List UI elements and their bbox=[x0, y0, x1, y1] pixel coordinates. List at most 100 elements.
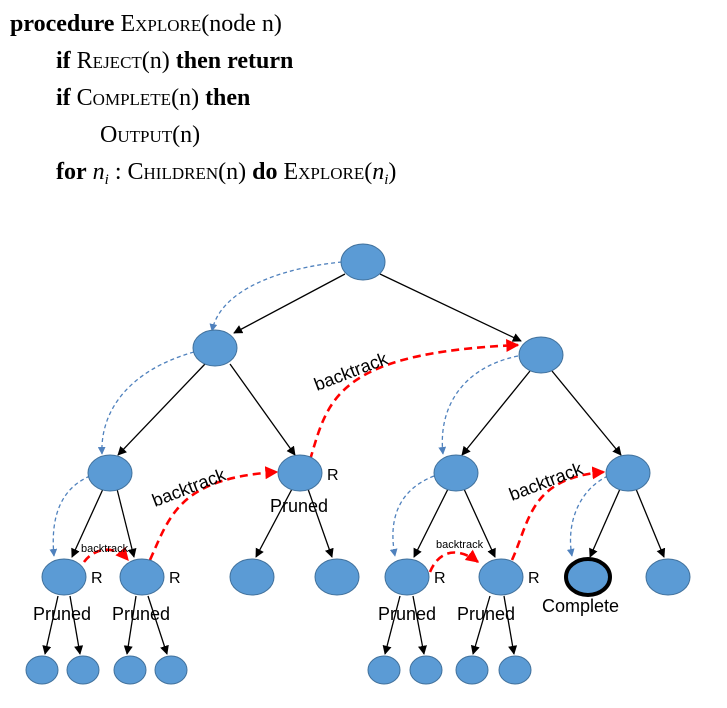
output-arg: (n) bbox=[172, 122, 201, 148]
pruned-label-llb: Pruned bbox=[112, 604, 170, 624]
edge-rl-a bbox=[413, 488, 449, 558]
edge-r-rl bbox=[461, 370, 531, 456]
edge-llb-1 bbox=[123, 595, 137, 655]
fn-explore: Explore bbox=[120, 11, 202, 37]
dfs-arrow-ll-lla bbox=[49, 475, 91, 557]
fn-complete: Complete bbox=[76, 85, 172, 111]
pruned-label-rla: Pruned bbox=[378, 604, 436, 624]
keyword-for: for bbox=[56, 159, 87, 185]
edge-rlb-2 bbox=[503, 595, 518, 655]
node-r bbox=[518, 336, 564, 374]
edge-root-l bbox=[233, 273, 346, 334]
keyword-then-return: then return bbox=[175, 48, 294, 74]
fn-explore-call: Explore bbox=[283, 159, 365, 185]
keyword-do: do bbox=[252, 159, 278, 185]
var-n: n bbox=[92, 159, 105, 185]
node-rlb-1 bbox=[455, 655, 489, 685]
pruned-label-lr: Pruned bbox=[270, 496, 328, 516]
backtrack-label-top: backtrack bbox=[311, 348, 391, 395]
node-lla-1 bbox=[25, 655, 59, 685]
backtrack-arrow-small-left bbox=[82, 546, 129, 563]
edge-root-r bbox=[379, 273, 522, 342]
backtrack-arrows bbox=[82, 339, 606, 573]
backtrack-arrow-small-right bbox=[428, 549, 480, 573]
reject-marker-llb: R bbox=[169, 570, 181, 587]
edge-ll-a bbox=[71, 488, 104, 558]
edge-llb-2 bbox=[147, 595, 169, 655]
backtrack-label-small-left: backtrack bbox=[81, 543, 129, 555]
edge-l-ll bbox=[117, 363, 206, 456]
tree-edges bbox=[42, 273, 666, 655]
node-rlb-pruned bbox=[478, 558, 524, 596]
node-lr-pruned bbox=[277, 454, 323, 492]
pseudocode-block: procedure Explore(node n) if Reject(n) t… bbox=[10, 6, 710, 191]
edge-lr-b bbox=[307, 488, 334, 558]
node-llb-2 bbox=[154, 655, 188, 685]
reject-marker-rla: R bbox=[434, 570, 446, 587]
node-rla-1 bbox=[367, 655, 401, 685]
node-llb-pruned bbox=[119, 558, 165, 596]
keyword-if-2: if bbox=[56, 85, 71, 111]
fn-output: Output bbox=[100, 122, 173, 148]
backtrack-arrow-mid-right bbox=[510, 466, 606, 561]
var-n-call: n bbox=[372, 159, 385, 185]
reject-marker-lla: R bbox=[91, 570, 103, 587]
node-lla-pruned bbox=[41, 558, 87, 596]
node-l bbox=[192, 329, 238, 367]
var-i-sub-call: i bbox=[384, 172, 389, 188]
backtrack-label-small-right: backtrack bbox=[436, 539, 484, 551]
dfs-arrow-root-l bbox=[209, 261, 343, 332]
edge-ll-b bbox=[116, 488, 137, 558]
backtrack-label-mid-left: backtrack bbox=[149, 464, 229, 511]
keyword-then: then bbox=[205, 85, 251, 111]
backtrack-arrow-mid-left bbox=[148, 466, 279, 561]
dfs-arrow-rl-rla bbox=[389, 475, 435, 557]
complete-label: Complete bbox=[542, 596, 619, 616]
pruned-label-lla: Pruned bbox=[33, 604, 91, 624]
edge-lla-1 bbox=[42, 595, 59, 655]
edge-rla-2 bbox=[412, 595, 427, 655]
edge-rla-1 bbox=[382, 595, 401, 655]
complete-arg: (n) bbox=[171, 85, 200, 111]
edge-lla-2 bbox=[69, 595, 84, 655]
keyword-procedure: procedure bbox=[10, 11, 115, 37]
dfs-arrow-rr-rra bbox=[566, 475, 609, 557]
node-ll bbox=[87, 454, 133, 492]
complete-line: if Complete(n) then bbox=[10, 80, 710, 117]
node-param: (node n) bbox=[201, 11, 282, 37]
edge-lr-a bbox=[255, 488, 293, 558]
node-lra bbox=[229, 558, 275, 596]
edge-r-rr bbox=[551, 370, 622, 456]
pruned-label-rlb: Pruned bbox=[457, 604, 515, 624]
output-line: Output(n) bbox=[10, 117, 710, 154]
node-rla-pruned bbox=[384, 558, 430, 596]
reject-arg: (n) bbox=[141, 48, 170, 74]
node-rrb bbox=[645, 558, 691, 596]
node-lla-2 bbox=[66, 655, 100, 685]
node-rl bbox=[433, 454, 479, 492]
node-complete bbox=[564, 557, 612, 597]
reject-marker-rlb: R bbox=[528, 570, 540, 587]
open-paren: ( bbox=[364, 159, 373, 185]
close-paren: ) bbox=[388, 159, 397, 185]
procedure-line: procedure Explore(node n) bbox=[10, 6, 710, 43]
dfs-arrows bbox=[49, 261, 609, 557]
reject-line: if Reject(n) then return bbox=[10, 43, 710, 80]
children-arg: (n) bbox=[218, 159, 247, 185]
node-rlb-2 bbox=[498, 655, 532, 685]
node-rla-2 bbox=[409, 655, 443, 685]
dfs-arrow-l-ll bbox=[97, 351, 195, 455]
var-i-sub: i bbox=[104, 172, 109, 188]
node-llb-1 bbox=[113, 655, 147, 685]
edge-rr-a bbox=[589, 488, 621, 558]
node-rr bbox=[605, 454, 651, 492]
dfs-arrow-r-rl bbox=[438, 355, 519, 455]
fn-children: Children bbox=[127, 159, 219, 185]
edge-rr-b bbox=[635, 488, 666, 558]
node-root bbox=[340, 243, 386, 281]
reject-marker-lr: R bbox=[327, 467, 339, 484]
colon: : bbox=[114, 159, 122, 185]
for-line: for ni : Children(n) do Explore(ni) bbox=[10, 154, 710, 191]
edge-rl-b bbox=[463, 488, 496, 558]
